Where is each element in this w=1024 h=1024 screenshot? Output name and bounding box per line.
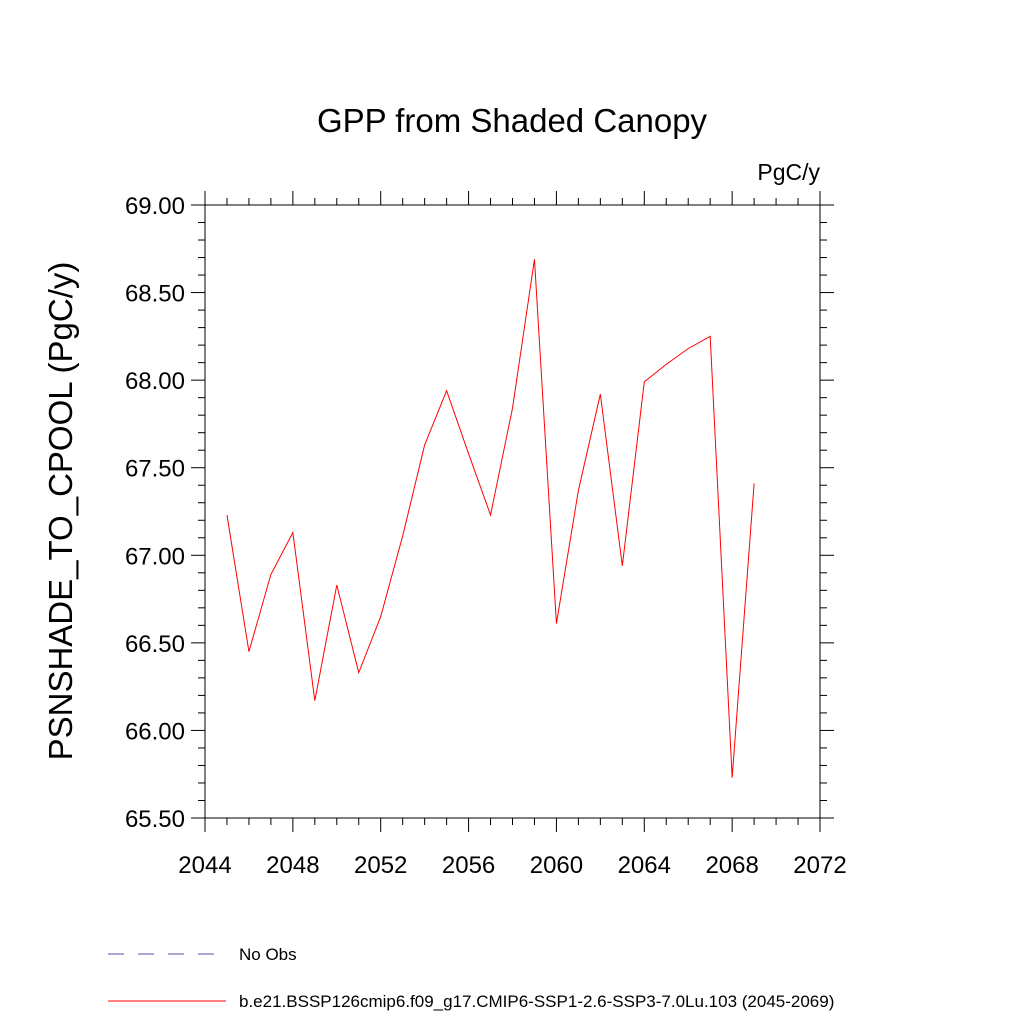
y-tick-label: 67.50: [125, 456, 185, 483]
x-tick-label: 2064: [618, 852, 671, 879]
x-tick-label: 2052: [354, 852, 407, 879]
y-tick-label: 67.00: [125, 543, 185, 570]
y-tick-label: 69.00: [125, 193, 185, 220]
y-tick-label: 66.50: [125, 631, 185, 658]
x-tick-label: 2060: [530, 852, 583, 879]
legend-label-model-run: b.e21.BSSP126cmip6.f09_g17.CMIP6-SSP1-2.…: [239, 992, 834, 1011]
y-tick-label: 66.00: [125, 718, 185, 745]
x-tick-label: 2068: [705, 852, 758, 879]
y-tick-label: 68.50: [125, 281, 185, 308]
units-label: PgC/y: [757, 159, 820, 185]
x-tick-label: 2044: [178, 852, 231, 879]
y-tick-label: 68.00: [125, 368, 185, 395]
plot-frame: [204, 204, 821, 819]
x-axis: 2044 2048 2052 2056 2060 2064 2068 2072: [178, 191, 847, 879]
minor-ticks: [198, 198, 827, 825]
x-tick-label: 2048: [266, 852, 319, 879]
chart-title: GPP from Shaded Canopy: [317, 102, 708, 139]
legend-label-no-obs: No Obs: [239, 945, 297, 964]
y-tick-label: 65.50: [125, 806, 185, 833]
series-line: [226, 259, 755, 778]
series-layer: [226, 259, 755, 778]
y-axis-title: PSNSHADE_TO_CPOOL (PgC/y): [42, 262, 79, 761]
x-tick-label: 2072: [793, 852, 846, 879]
x-tick-label: 2056: [442, 852, 495, 879]
legend: No Obs b.e21.BSSP126cmip6.f09_g17.CMIP6-…: [108, 945, 834, 1011]
y-axis: 65.50 66.00 66.50 67.00 67.50 68.00 68.50 69.00: [125, 193, 834, 833]
